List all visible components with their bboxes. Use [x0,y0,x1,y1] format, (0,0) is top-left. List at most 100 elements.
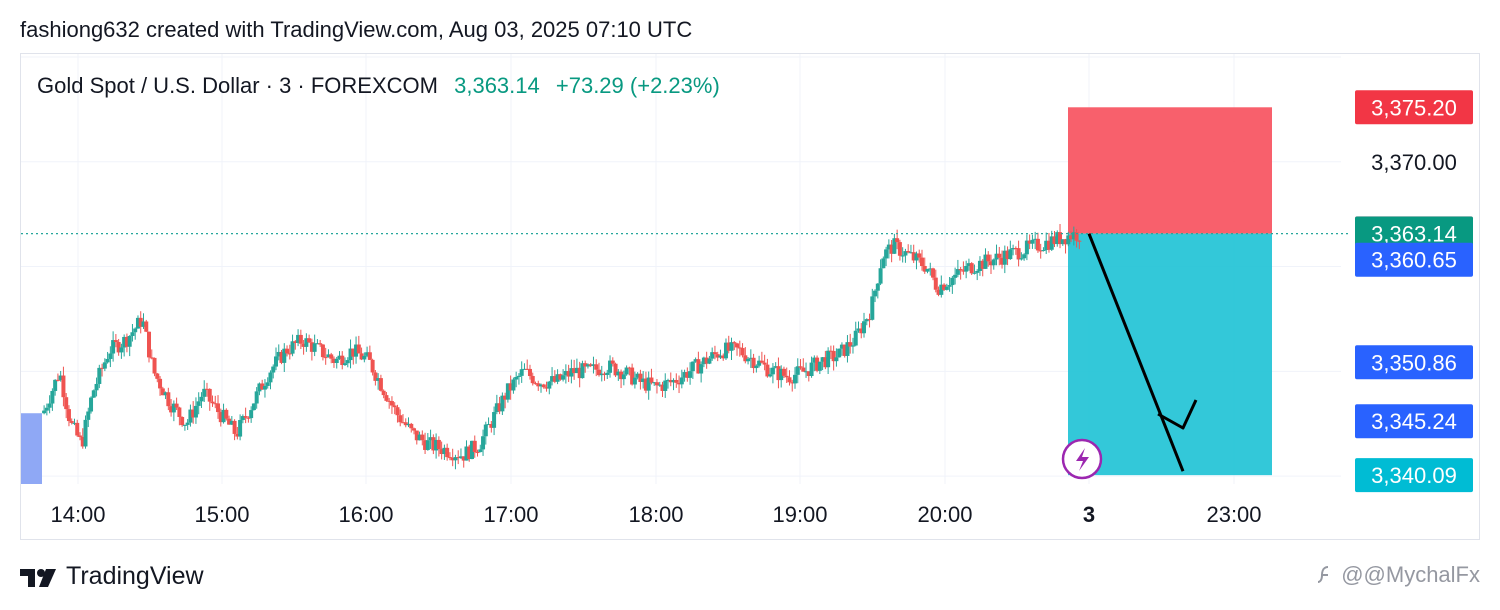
candle-body [608,360,613,373]
candle-body [552,376,557,382]
candle-body [903,251,908,256]
price-chart[interactable]: 14:00 15:00 16:00 17:00 18:00 19:00 20:00 3 23:0… [21,54,1481,541]
price-label: 3,345.24 [1355,404,1473,439]
candle-body [456,457,461,459]
candle [1011,244,1016,256]
candle-body [193,405,198,418]
symbol-price: 3,363.14 [454,73,540,98]
candle-body [547,381,552,389]
candle-body [939,284,944,295]
candle-body [116,342,121,353]
candle-body [224,409,229,419]
x-tick-label: 23:00 [1206,502,1261,527]
candle [765,358,770,378]
candle-body [1000,257,1005,265]
candle-body [354,344,359,357]
candle-body [166,392,171,407]
candle [1002,245,1007,274]
candle-body [359,353,364,360]
tradingview-logo[interactable]: TradingView [20,562,204,591]
price-label-bg [1355,242,1473,277]
price-label-bg [1355,404,1473,439]
candle-body [715,354,720,358]
candle [848,333,853,354]
candle-body [707,358,712,364]
candle [100,363,105,377]
chart-frame[interactable]: 14:00 15:00 16:00 17:00 18:00 19:00 20:00 3 23:0… [20,53,1480,540]
candle-body [276,351,281,357]
candle-body [472,440,477,453]
candle [563,364,568,384]
candle-body [848,342,853,347]
candle-body [273,356,278,367]
candle-body [483,424,488,437]
candle-body [668,379,673,383]
candle-body [599,373,604,376]
candle-body [812,357,817,363]
candle-body [318,343,323,345]
candle-body [801,367,806,372]
candle [991,258,996,270]
candle [345,357,350,368]
candle-body [853,330,858,346]
candle-body [180,416,185,426]
candle-body [395,407,400,416]
candle [939,275,944,298]
candle-body [682,372,687,378]
candle-body [447,457,452,459]
candle [591,356,596,374]
candle [318,339,323,347]
candle-body [776,366,781,381]
candle [77,432,82,441]
candle [541,383,546,389]
candle [674,373,679,388]
candle [668,372,673,387]
candle-body [795,366,800,375]
candle-body [1069,235,1074,240]
candle-body [657,384,662,386]
candle-body [958,269,963,271]
candle [174,397,179,411]
candle [828,345,833,359]
candle [196,392,201,415]
candle [340,351,345,370]
candle-body [262,385,267,390]
candle [133,327,138,340]
candle [108,346,113,368]
candle-body [489,424,494,428]
candle [585,363,590,369]
symbol-legend[interactable]: Gold Spot / U.S. Dollar · 3 · FOREXCOM 3… [37,73,720,98]
candle [975,269,980,281]
candle [436,436,441,457]
candle-body [257,383,262,392]
candle [72,418,77,426]
candle-body [748,357,753,359]
candle-body [55,379,60,381]
candle-body [936,289,941,295]
candle [337,351,342,360]
candle [376,373,381,390]
candle-body [1044,240,1049,251]
candle [919,249,924,271]
candle-body [688,371,693,378]
candle-body [685,372,690,378]
candle-body [64,397,69,410]
candle [969,262,974,276]
candle-body [50,390,55,404]
candle [450,448,455,467]
candle-body [235,433,240,437]
candle-body [591,364,596,366]
candle [398,409,403,427]
candle-body [199,396,204,402]
candle-body [743,355,748,362]
candle-body [627,367,632,369]
candle [91,389,96,399]
candle [213,395,218,409]
candle [608,355,613,378]
candle [718,349,723,359]
candle-body [955,269,960,275]
candle-body [94,383,99,391]
candle-body [301,343,306,347]
candle [180,416,185,427]
candle [1022,253,1027,261]
